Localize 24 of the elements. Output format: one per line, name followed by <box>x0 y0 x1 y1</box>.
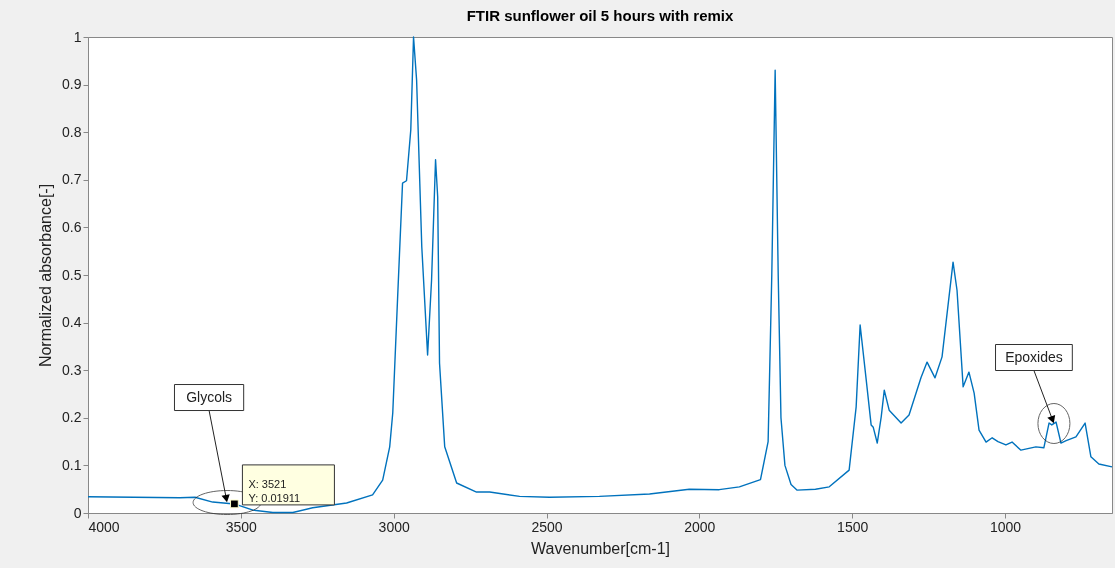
y-tick-label: 0.6 <box>62 218 82 235</box>
y-tick-label: 0.4 <box>62 314 82 331</box>
x-tick-label: 2000 <box>684 518 716 535</box>
y-tick-label: 0.7 <box>62 171 82 188</box>
y-tick-label: 0.2 <box>62 409 82 426</box>
x-tick-label: 1000 <box>989 518 1022 535</box>
x-tick-label: 3000 <box>378 518 410 535</box>
x-tick-label: 3500 <box>225 518 258 535</box>
y-axis-title: Normalized absorbance[-] <box>37 183 55 368</box>
annotation: X: 3521 Y: 0.01911 <box>248 477 301 504</box>
y-tick-label: 0.8 <box>62 123 82 140</box>
x-tick-label: 1500 <box>837 518 869 535</box>
annotation: Glycols <box>186 388 233 405</box>
y-tick-label: 1 <box>73 28 82 45</box>
x-tick-label: 4000 <box>88 518 120 535</box>
x-tick-label: 2500 <box>531 518 563 535</box>
x-axis-title: Wavenumber[cm-1] <box>531 539 670 557</box>
y-tick-label: 0.1 <box>62 456 82 473</box>
y-tick-label: 0.3 <box>62 361 82 378</box>
y-tick-label: 0.5 <box>62 266 82 283</box>
chart-title: FTIR sunflower oil 5 hours with remix <box>466 7 734 24</box>
y-tick-label: 0 <box>73 504 82 521</box>
annotation: Epoxides <box>1005 348 1063 365</box>
y-tick-label: 0.9 <box>62 76 82 93</box>
